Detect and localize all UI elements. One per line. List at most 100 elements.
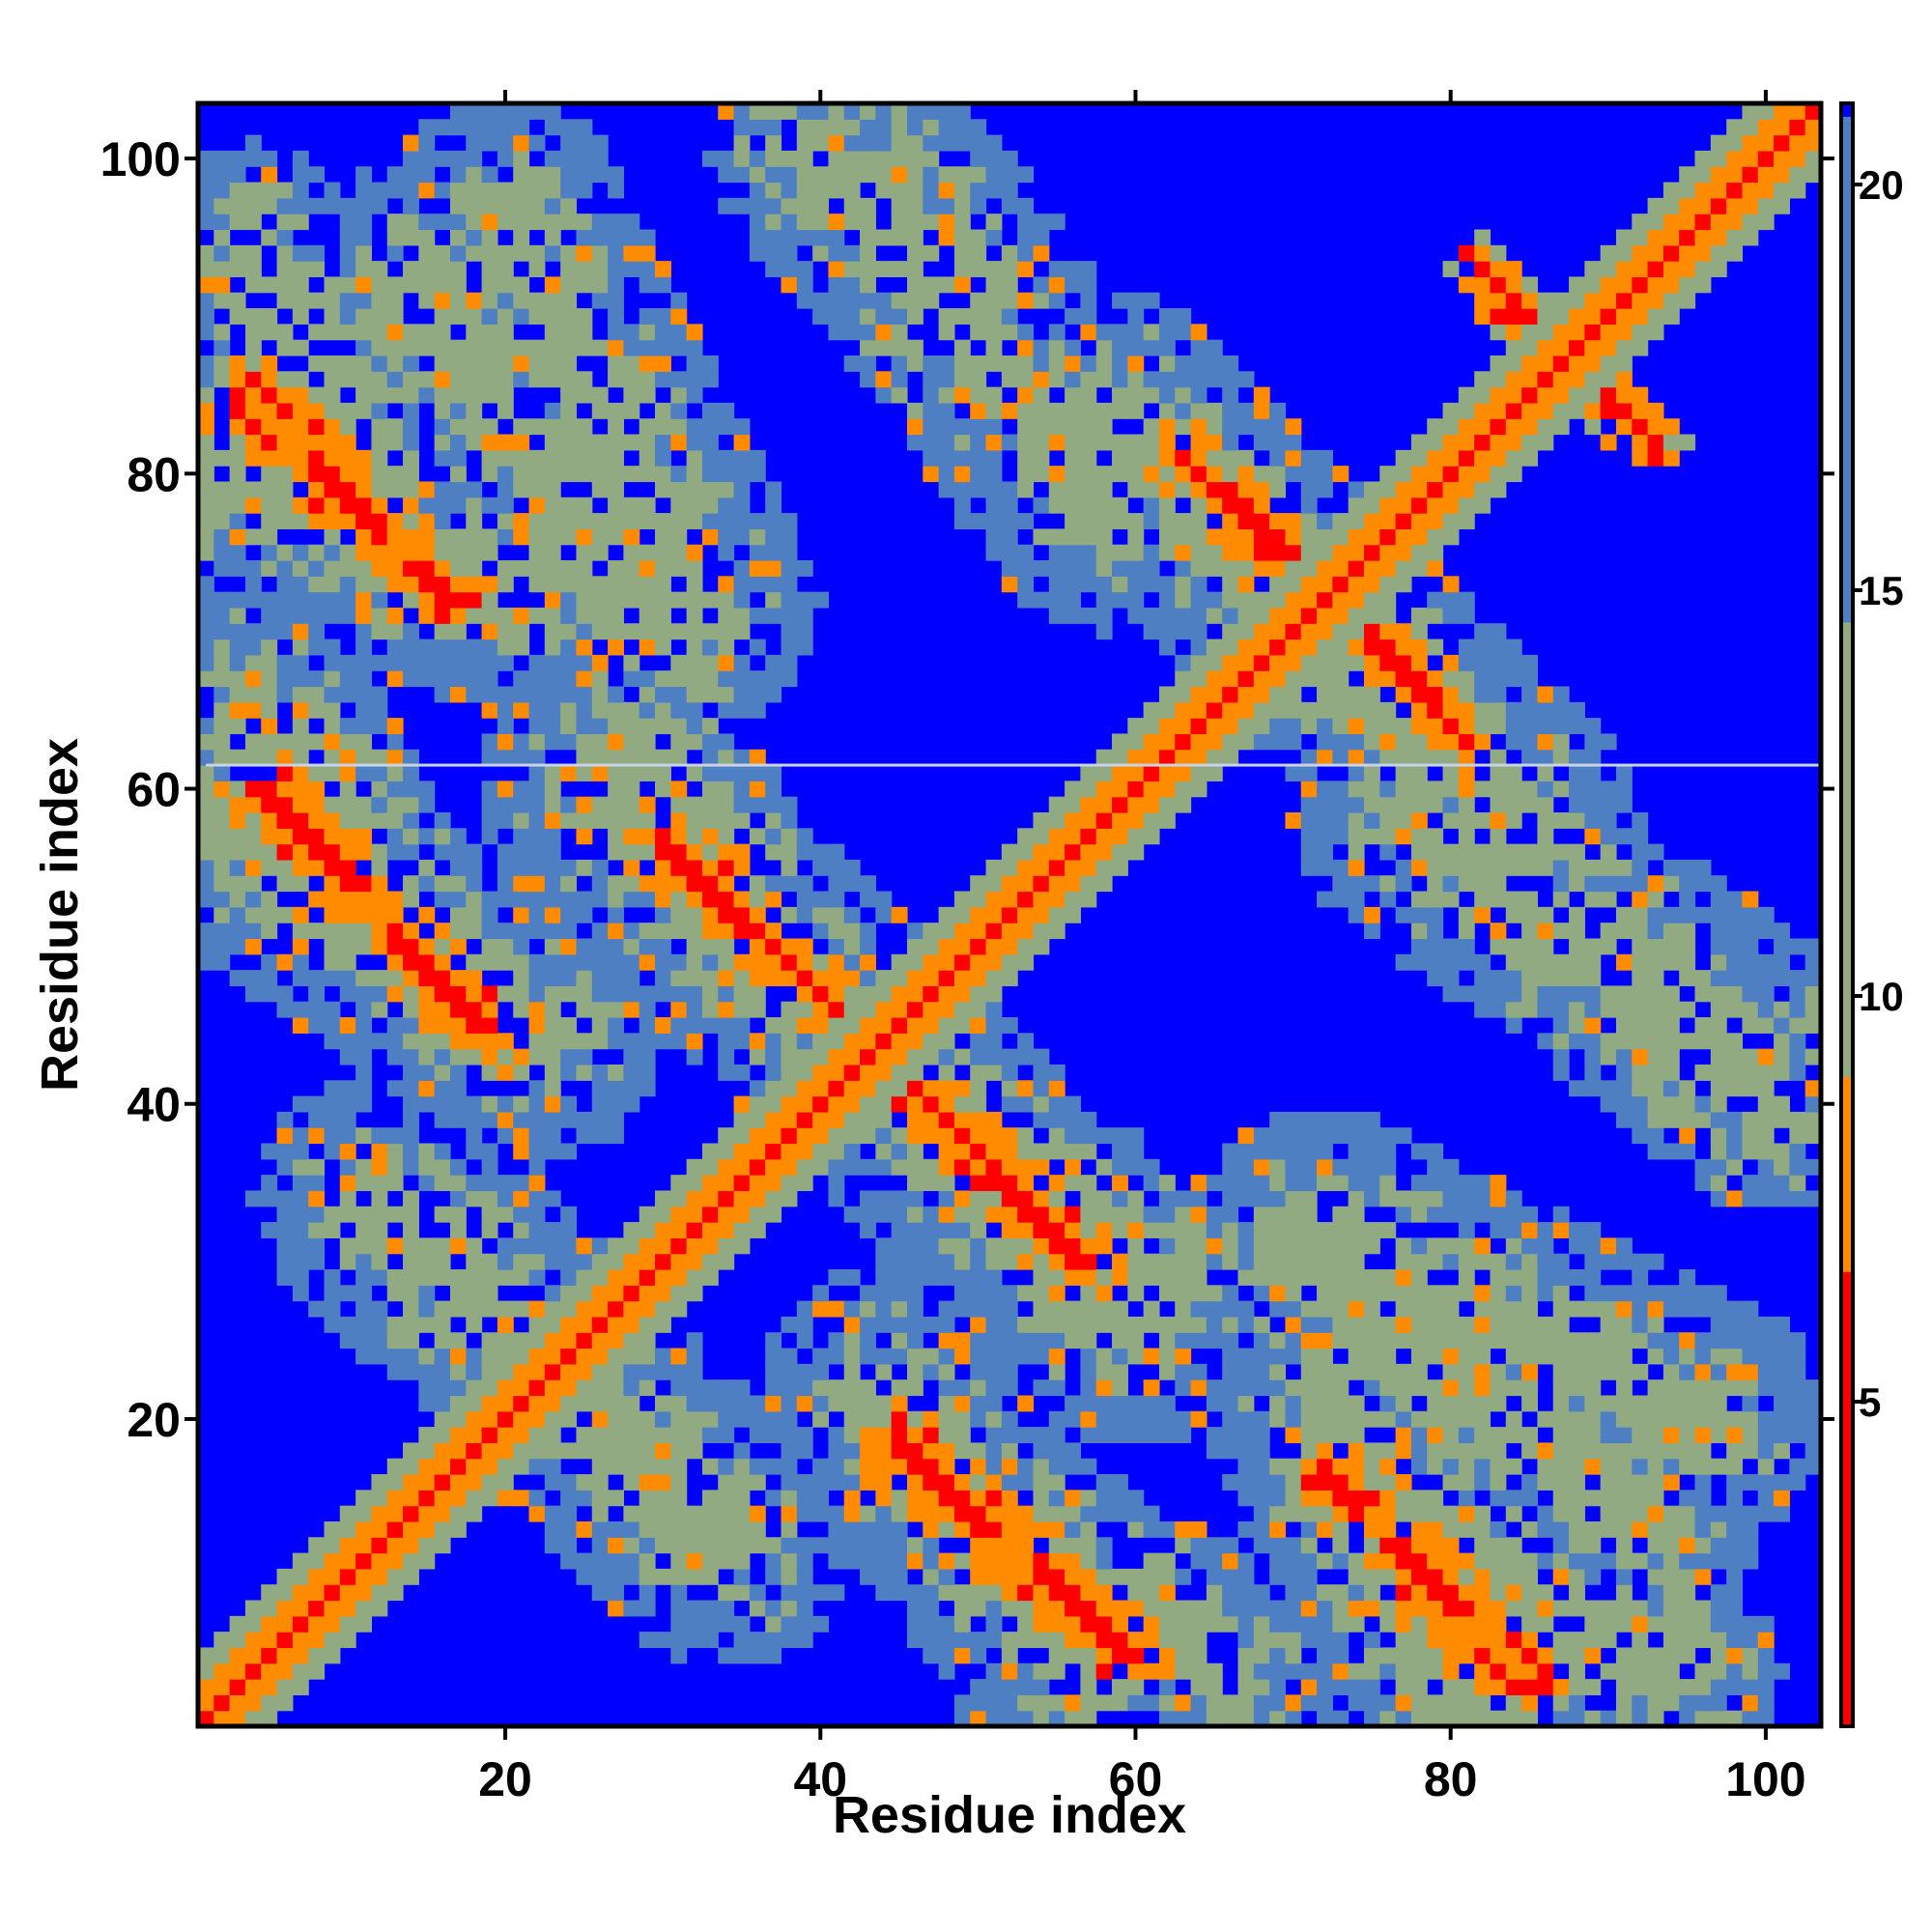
heatmap-cell [497, 466, 514, 483]
heatmap-cell [953, 1395, 971, 1412]
heatmap-cell [623, 1520, 640, 1538]
heatmap-cell [386, 843, 404, 861]
heatmap-cell [1253, 1458, 1270, 1475]
heatmap-cell [1300, 828, 1318, 845]
heatmap-cell [812, 906, 830, 923]
heatmap-cell [1158, 1348, 1176, 1365]
heatmap-cell [1048, 1474, 1065, 1491]
heatmap-cell [544, 607, 561, 624]
heatmap-cell [339, 953, 356, 971]
heatmap-cell [608, 718, 624, 735]
heatmap-cell [1080, 1632, 1097, 1649]
heatmap-cell [1206, 544, 1223, 561]
heatmap-cell [1127, 308, 1145, 325]
heatmap-cell [1143, 1694, 1160, 1712]
heatmap-cell [860, 1474, 876, 1491]
heatmap-cell [1095, 1158, 1113, 1176]
heatmap-cell [875, 1095, 893, 1113]
heatmap-cell [308, 891, 326, 908]
heatmap-cell [860, 1017, 876, 1034]
heatmap-cell [1017, 1615, 1035, 1633]
heatmap-cell [1379, 623, 1397, 640]
heatmap-cell [198, 308, 214, 325]
heatmap-cell [1033, 418, 1050, 436]
heatmap-cell [229, 261, 246, 278]
heatmap-cell [970, 1143, 987, 1160]
heatmap-cell [1363, 544, 1380, 561]
heatmap-cell [434, 339, 451, 356]
heatmap-cell [513, 1442, 530, 1460]
heatmap-cell [308, 733, 326, 751]
heatmap-cell [244, 197, 262, 214]
heatmap-cell [1332, 1300, 1350, 1318]
heatmap-cell [1206, 466, 1223, 483]
heatmap-cell [860, 1048, 876, 1065]
heatmap-cell [1143, 1427, 1160, 1444]
heatmap-cell [686, 607, 703, 624]
heatmap-cell [1410, 1632, 1428, 1649]
heatmap-cell [1332, 1474, 1350, 1491]
heatmap-cell [560, 1395, 578, 1412]
heatmap-cell [1017, 166, 1035, 184]
heatmap-cell [1427, 1300, 1444, 1318]
heatmap-cell [953, 481, 971, 498]
heatmap-cell [796, 607, 813, 624]
heatmap-cell [1158, 623, 1176, 640]
heatmap-cell [308, 701, 326, 719]
heatmap-cell [544, 1427, 561, 1444]
heatmap-cell [591, 229, 609, 246]
heatmap-cell [1285, 623, 1302, 640]
heatmap-cell [639, 1080, 656, 1097]
heatmap-cell [686, 639, 703, 656]
heatmap-cell [1158, 591, 1176, 609]
heatmap-cell [308, 355, 326, 372]
heatmap-cell [1175, 1410, 1192, 1428]
heatmap-cell [718, 591, 735, 609]
heatmap-cell [1001, 938, 1018, 955]
heatmap-cell [1348, 1127, 1365, 1145]
heatmap-cell [544, 197, 561, 214]
heatmap-cell [544, 1190, 561, 1208]
heatmap-cell [733, 481, 751, 498]
heatmap-cell [418, 591, 436, 609]
heatmap-cell [308, 765, 326, 781]
heatmap-cell [828, 1552, 845, 1570]
heatmap-cell [355, 576, 373, 593]
heatmap-cell [1190, 670, 1208, 688]
heatmap-cell [608, 1268, 624, 1286]
heatmap-cell [434, 1410, 451, 1428]
heatmap-cell [386, 560, 404, 577]
heatmap-cell [701, 639, 719, 656]
heatmap-cell [923, 449, 940, 467]
heatmap-cell [1158, 1395, 1176, 1412]
heatmap-cell [324, 686, 341, 703]
heatmap-cell [733, 970, 751, 986]
heatmap-cell [371, 576, 388, 593]
heatmap-cell [528, 1348, 546, 1365]
heatmap-cell [339, 796, 356, 813]
heatmap-cell [1112, 386, 1128, 404]
heatmap-cell [324, 607, 341, 624]
heatmap-cell [608, 701, 624, 719]
heatmap-cell [292, 1285, 309, 1302]
heatmap-cell [371, 623, 388, 640]
heatmap-cell [985, 1395, 1003, 1412]
heatmap-cell [355, 197, 373, 214]
heatmap-cell [749, 1143, 766, 1160]
heatmap-cell [906, 1552, 923, 1570]
heatmap-cell [1001, 1568, 1018, 1585]
heatmap-cell [1033, 1222, 1050, 1238]
heatmap-cell [1427, 923, 1444, 940]
heatmap-cell [339, 513, 356, 529]
heatmap-cell [1348, 1615, 1365, 1633]
heatmap-cell [560, 733, 578, 751]
heatmap-cell [403, 449, 419, 467]
heatmap-cell [261, 1647, 278, 1664]
heatmap-cell [1190, 371, 1208, 388]
heatmap-cell [1410, 1427, 1428, 1444]
heatmap-cell [292, 1222, 309, 1238]
heatmap-cell [1143, 576, 1160, 593]
heatmap-cell [1348, 1395, 1365, 1412]
heatmap-cell [371, 481, 388, 498]
heatmap-cell [497, 119, 514, 136]
